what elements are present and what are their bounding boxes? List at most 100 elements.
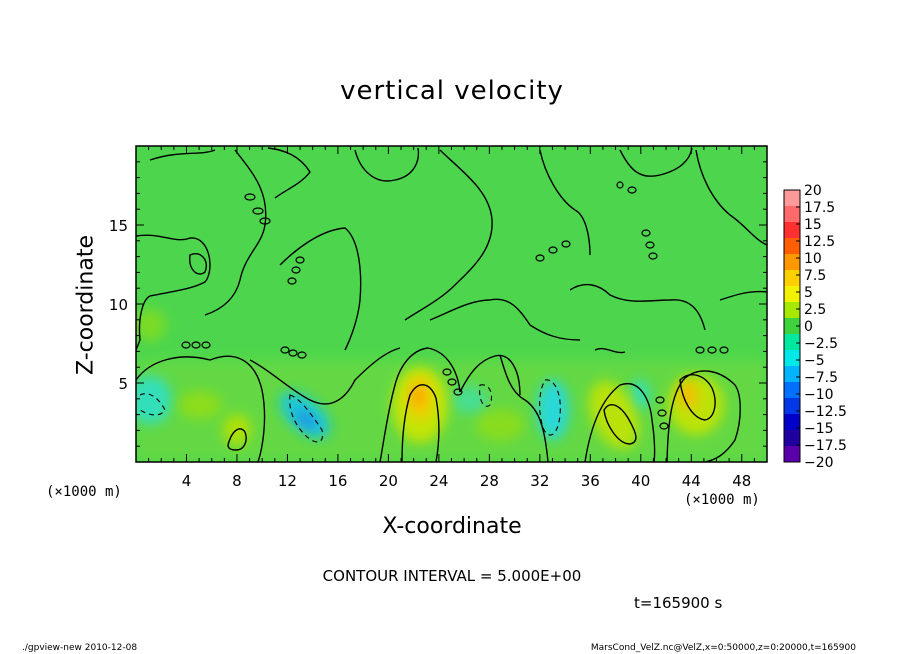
contour-loop	[645, 241, 655, 249]
colorbar-label: 20	[804, 183, 822, 199]
contour-loop	[191, 341, 201, 349]
x-tick-label: 12	[278, 472, 297, 490]
contour-loop	[659, 422, 669, 430]
contour-line	[603, 404, 637, 445]
contour-line	[149, 149, 216, 161]
x-tick-label: 44	[682, 472, 701, 490]
colorbar-label: −7.5	[804, 370, 838, 386]
updraft-region	[412, 386, 424, 406]
negative-contours	[139, 379, 561, 443]
contour-line	[499, 354, 549, 462]
colorbar-swatch	[784, 222, 800, 239]
x-unit-label-left: (×1000 m)	[46, 484, 122, 500]
contour-line	[695, 149, 767, 246]
contour-line	[379, 347, 461, 462]
updraft-region	[678, 381, 698, 409]
colorbar-swatch	[784, 334, 800, 351]
colorbar-label: 2.5	[804, 302, 826, 318]
colorbar-label: −20	[804, 455, 834, 471]
contour-loop	[641, 229, 651, 237]
downdraft-region	[296, 411, 316, 429]
contour-loop	[201, 341, 211, 349]
x-tick-label: 40	[631, 472, 650, 490]
contour-loop	[453, 388, 463, 396]
colorbar-label: 17.5	[804, 200, 835, 216]
x-tick-label: 20	[379, 472, 398, 490]
contour-loop	[442, 368, 452, 376]
x-tick-label: 16	[328, 472, 347, 490]
x-tick-label: 36	[581, 472, 600, 490]
negative-contour	[289, 394, 324, 443]
downdraft-region	[630, 379, 650, 411]
x-tick-label: 4	[182, 472, 192, 490]
colorbar-label: −15	[804, 421, 834, 437]
contour-line	[354, 147, 420, 182]
negative-contour	[539, 379, 561, 436]
colorbar-swatch	[784, 446, 800, 463]
colorbar-swatch	[784, 254, 800, 271]
contour-line	[619, 147, 693, 177]
y-tick-label: 10	[109, 296, 128, 314]
contour-line	[136, 234, 211, 351]
contour-loop	[548, 246, 558, 254]
downdraft-region	[452, 386, 488, 414]
contour-loop	[291, 266, 301, 274]
contour-line	[666, 370, 741, 462]
x-tick-label: 48	[732, 472, 751, 490]
updraft-region	[476, 409, 524, 441]
chart-title: vertical velocity	[340, 76, 564, 106]
small-loops	[181, 181, 729, 430]
contour-line	[429, 298, 581, 341]
colorbar-swatch	[784, 318, 800, 335]
contour-loop	[616, 181, 624, 189]
downdraft-region	[136, 376, 172, 424]
contour-line	[584, 383, 656, 462]
contour-line	[249, 347, 401, 405]
contour-loop	[695, 346, 705, 354]
updraft-region	[136, 309, 166, 341]
contour-line	[719, 290, 767, 301]
contour-line	[136, 355, 266, 462]
colorbar-label: −12.5	[804, 404, 847, 420]
time-label: t=165900 s	[634, 594, 723, 612]
contour-line	[189, 253, 207, 275]
negative-contour	[479, 384, 493, 407]
contour-line	[459, 354, 521, 396]
y-axis-label: Z-coordinate	[73, 235, 99, 375]
colorbar-label: −10	[804, 387, 834, 403]
colorbar-swatch	[784, 190, 800, 207]
colorbar-swatch	[784, 382, 800, 399]
x-tick-label: 8	[232, 472, 242, 490]
colorbar-swatch	[784, 206, 800, 223]
contour-line	[401, 384, 440, 462]
x-tick-label: 24	[429, 472, 448, 490]
contour-loop	[707, 346, 717, 354]
colorbar-swatch	[784, 398, 800, 415]
colorbar-swatch	[784, 238, 800, 255]
colorbar-label: 0	[804, 319, 813, 335]
contour-loop	[627, 186, 637, 194]
x-tick-label: 32	[530, 472, 549, 490]
contour-loop	[657, 409, 667, 417]
contour-line	[594, 347, 626, 354]
colorbar-label: 5	[804, 285, 813, 301]
colorbar-label: 15	[804, 217, 822, 233]
x-axis: 4 8 12 16 20 24 28 32 36 40 44 48	[148, 146, 755, 490]
colorbar-swatch	[784, 414, 800, 431]
footer-right: MarsCond_VelZ.nc@VelZ,x=0:50000,z=0:2000…	[590, 643, 856, 653]
x-axis-label: X-coordinate	[382, 514, 522, 539]
downdraft-region	[537, 380, 569, 440]
colorbar-swatch	[784, 430, 800, 447]
y-tick-label: 5	[118, 375, 128, 393]
contour-loop	[655, 396, 665, 404]
colorbar-swatch	[784, 286, 800, 303]
colorbar-swatch	[784, 350, 800, 367]
contour-line	[227, 428, 247, 451]
contour-loop	[447, 378, 457, 386]
colorbar-label: −2.5	[804, 336, 838, 352]
contour-interval-label: CONTOUR INTERVAL = 5.000E+00	[322, 567, 582, 585]
contour-loop	[288, 349, 298, 357]
colorbar-swatch	[784, 302, 800, 319]
contour-loop	[280, 346, 290, 354]
contour-loop	[297, 351, 307, 359]
